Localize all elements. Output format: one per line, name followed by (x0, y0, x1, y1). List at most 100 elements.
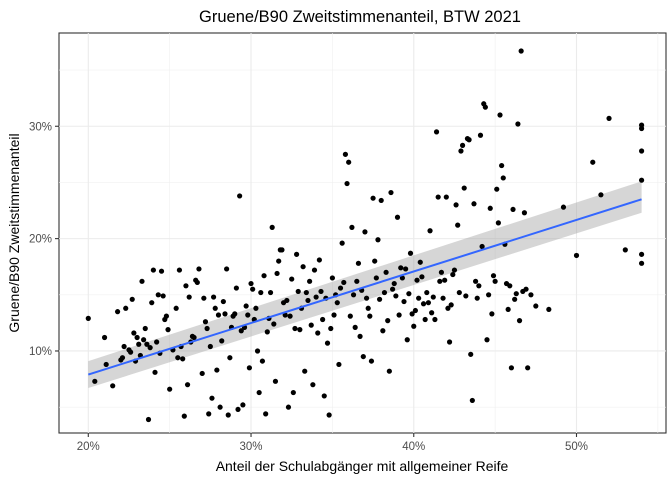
data-point (206, 411, 212, 417)
data-point (347, 313, 353, 319)
data-point (274, 270, 280, 277)
data-point (487, 205, 493, 211)
data-point (394, 214, 401, 220)
data-point (523, 286, 529, 292)
data-point (136, 341, 142, 347)
data-point (289, 276, 295, 282)
data-point (341, 279, 347, 286)
data-point (451, 267, 458, 273)
data-point (432, 316, 438, 323)
data-point (235, 406, 241, 413)
data-point (214, 367, 220, 373)
data-point (232, 311, 238, 317)
data-point (293, 251, 300, 257)
data-point (344, 180, 350, 187)
data-point (224, 266, 230, 272)
data-point (442, 277, 448, 283)
data-point (484, 337, 490, 343)
data-point (121, 343, 127, 350)
data-point (147, 345, 153, 351)
data-point (505, 306, 511, 313)
data-point (386, 368, 392, 374)
data-point (123, 305, 129, 311)
data-point (175, 355, 181, 361)
data-point (471, 201, 477, 207)
data-point (202, 319, 209, 325)
data-point (253, 305, 259, 311)
data-point (240, 402, 246, 408)
data-point (184, 382, 191, 388)
data-point (131, 330, 137, 336)
data-point (414, 277, 420, 283)
data-point (316, 257, 322, 263)
data-point (219, 338, 225, 344)
data-point (427, 228, 433, 234)
data-point (152, 369, 158, 375)
data-point (528, 292, 534, 298)
y-tick-label: 10% (29, 346, 52, 358)
data-point (417, 259, 423, 265)
data-point (315, 330, 321, 336)
data-point (300, 264, 306, 270)
data-point (258, 289, 264, 296)
data-point (477, 132, 484, 138)
data-point (227, 355, 233, 361)
data-point (403, 266, 409, 272)
data-point (352, 324, 358, 330)
data-point (297, 327, 303, 333)
data-point (512, 296, 518, 302)
data-point (606, 115, 612, 121)
data-point (261, 273, 267, 279)
data-point (248, 280, 254, 287)
data-point (479, 243, 485, 250)
data-point (425, 300, 432, 306)
data-point (292, 325, 298, 332)
data-point (324, 340, 331, 346)
data-point (495, 220, 501, 226)
data-point (398, 265, 404, 271)
data-point (385, 318, 391, 324)
data-point (416, 295, 422, 301)
data-point (220, 298, 226, 305)
data-point (331, 312, 337, 318)
data-point (141, 337, 147, 343)
data-point (201, 295, 207, 301)
data-point (482, 104, 488, 110)
data-point (533, 303, 539, 309)
data-point (150, 267, 156, 273)
data-point (499, 162, 505, 169)
data-point (450, 271, 456, 278)
data-point (326, 412, 332, 418)
data-point (204, 325, 210, 332)
data-point (210, 294, 217, 300)
data-point (222, 311, 228, 317)
data-point (305, 297, 311, 304)
axes: 20% 30% 40% 50% 10% 20% 30% (29, 121, 588, 453)
data-point (142, 325, 148, 332)
data-point (85, 315, 91, 321)
data-point (250, 286, 256, 292)
data-point (183, 283, 189, 289)
data-point (468, 351, 474, 357)
data-point (525, 365, 531, 371)
data-point (404, 337, 410, 343)
data-point (486, 292, 492, 298)
data-point (407, 250, 414, 256)
data-point (363, 295, 370, 301)
data-point (119, 355, 126, 361)
data-point (282, 312, 288, 318)
data-point (139, 278, 145, 284)
data-point (365, 305, 371, 311)
data-point (513, 291, 519, 297)
data-point (154, 339, 160, 345)
data-point (217, 404, 223, 410)
data-point (287, 313, 293, 319)
data-point (516, 318, 523, 324)
x-tick-label: 20% (77, 441, 100, 453)
data-point (370, 195, 376, 201)
data-point (448, 302, 454, 308)
data-point (489, 311, 495, 317)
data-point (350, 292, 357, 298)
data-point (329, 275, 335, 281)
